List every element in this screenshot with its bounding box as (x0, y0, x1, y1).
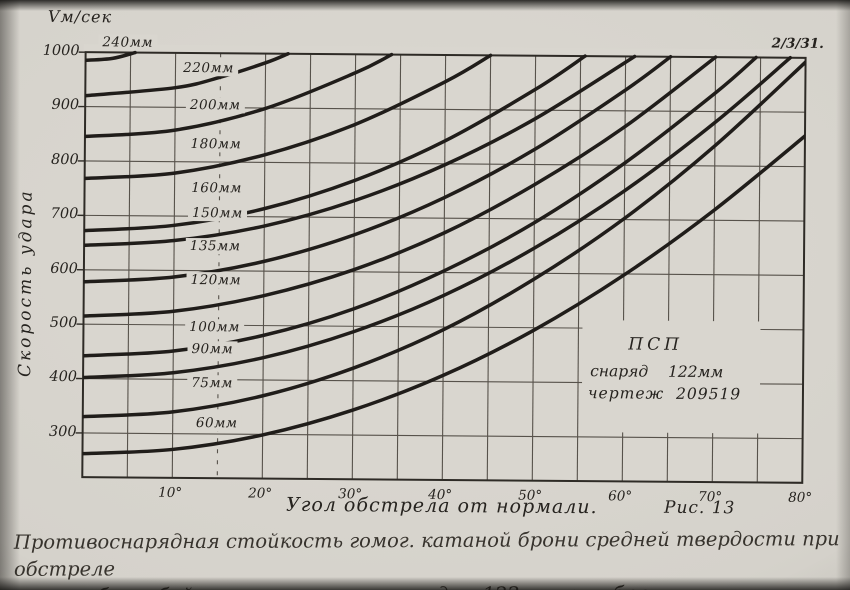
y-tick-label-500: 500 (49, 314, 78, 332)
y-axis-title: Скорость удара (15, 188, 37, 378)
annotation-blueprint-number: чертеж 209519 (587, 384, 742, 404)
curve-label-135mm: 135мм (185, 237, 245, 255)
x-tick-label-80deg: 80° (788, 489, 813, 506)
curve-240mm (83, 50, 137, 63)
horizontal-gridline-300 (82, 432, 803, 440)
vertical-gridline-55deg (576, 56, 582, 482)
curve-label-150mm: 150мм (187, 204, 247, 222)
curve-75mm (82, 56, 806, 419)
curve-label-100mm: 100мм (185, 318, 244, 336)
vertical-gridline-25deg (306, 53, 312, 479)
curve-label-160mm: 160мм (187, 179, 246, 197)
curve-label-200mm: 200мм (185, 96, 245, 114)
y-tick-label-300: 300 (48, 423, 77, 440)
annotation-shell-caliber: снаряд 122мм (590, 362, 724, 382)
vertical-gridline-15deg (216, 53, 222, 479)
curve-label-90mm: 90мм (187, 340, 238, 358)
caption-line-1: Противоснарядная стойкость гомог. катано… (13, 527, 840, 581)
curve-label-60mm: 60мм (191, 415, 242, 432)
x-tick-label-30deg: 30° (338, 486, 363, 503)
vertical-gridline-40deg (441, 54, 447, 480)
y-axis-unit-label: Vм/сек (47, 6, 113, 27)
corner-date-note: 2/3/31. (771, 35, 824, 52)
curve-150mm (82, 54, 637, 248)
curve-90mm (82, 55, 793, 380)
y-tick-label-900: 900 (51, 97, 80, 114)
y-tick-label-400: 400 (49, 369, 78, 386)
vertical-gridline-5deg (126, 52, 132, 478)
curve-120mm (82, 55, 718, 318)
figure-caption: Противоснарядная стойкость гомог. катано… (0, 525, 850, 590)
x-tick-label-50deg: 50° (518, 487, 543, 504)
y-tick-label-600: 600 (50, 260, 78, 277)
vertical-gridline-20deg (261, 53, 267, 479)
x-tick-label-70deg: 70° (698, 488, 723, 506)
curve-220mm (83, 52, 290, 98)
plot-frame (81, 51, 807, 484)
x-tick-label-60deg: 60° (608, 488, 633, 505)
curve-60mm (82, 129, 806, 456)
curve-160mm (82, 54, 587, 233)
annotation-shell-type: ПСП (628, 334, 684, 355)
x-tick-label-10deg: 10° (158, 484, 183, 501)
curve-135mm (82, 55, 673, 284)
y-tick-label-700: 700 (50, 206, 79, 223)
curve-label-120mm: 120мм (186, 271, 246, 289)
shell-annotation-box: ПСП снаряд 122мм чертеж 209519 (581, 320, 761, 434)
curve-label-75mm: 75мм (187, 374, 237, 392)
x-tick-label-20deg: 20° (248, 485, 273, 502)
curve-label-180mm: 180мм (186, 135, 246, 153)
curve-label-240mm: 240мм (98, 34, 158, 51)
y-tick-label-800: 800 (51, 151, 79, 168)
curve-180mm (82, 53, 493, 181)
vertical-gridline-10deg (171, 52, 177, 478)
y-tick-label-1000: 1000 (42, 42, 80, 60)
vertical-gridline-35deg (396, 54, 402, 480)
curve-200mm (83, 52, 394, 139)
curve-label-220mm: 220мм (179, 59, 238, 77)
vertical-gridline-45deg (486, 55, 492, 481)
x-tick-label-40deg: 40° (428, 486, 453, 504)
vertical-gridline-50deg (531, 55, 537, 481)
